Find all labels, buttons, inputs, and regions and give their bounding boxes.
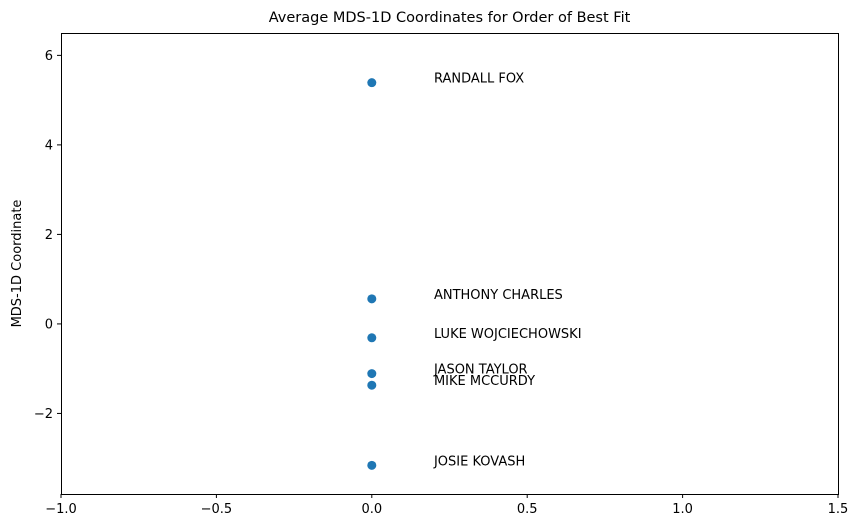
y-tick-label: 0 bbox=[45, 317, 53, 332]
point-label: RANDALL FOX bbox=[434, 72, 524, 87]
data-point bbox=[367, 294, 377, 304]
data-point bbox=[367, 380, 377, 390]
plot-area-frame bbox=[61, 33, 839, 495]
y-tick-label: 4 bbox=[45, 138, 53, 153]
data-point bbox=[367, 78, 377, 88]
x-tick-label: 1.0 bbox=[672, 502, 693, 517]
x-tick-label: 0.0 bbox=[361, 502, 382, 517]
data-point bbox=[367, 369, 377, 379]
y-tick-label: 6 bbox=[45, 49, 53, 64]
point-label: JOSIE KOVASH bbox=[433, 454, 525, 469]
y-tick-label: −2 bbox=[34, 407, 53, 422]
point-annotations: RANDALL FOX ANTHONY CHARLES LUKE WOJCIECHO… bbox=[433, 72, 582, 470]
point-label: MIKE MCCURDY bbox=[434, 374, 535, 389]
point-label: JASON TAYLOR bbox=[433, 363, 528, 378]
y-axis-label: MDS-1D Coordinate bbox=[10, 200, 25, 328]
x-tick-label: −0.5 bbox=[201, 502, 233, 517]
axis-ticks: −1.0 −0.5 0.0 0.5 1.0 1.5 −2 0 2 4 6 bbox=[34, 49, 849, 517]
data-point bbox=[367, 460, 377, 470]
chart-title: Average MDS-1D Coordinates for Order of … bbox=[269, 10, 631, 26]
x-tick-label: 0.5 bbox=[517, 502, 538, 517]
x-tick-label: −1.0 bbox=[45, 502, 77, 517]
data-points bbox=[367, 78, 377, 470]
data-point bbox=[367, 333, 377, 343]
y-tick-label: 2 bbox=[45, 228, 53, 243]
point-label: LUKE WOJCIECHOWSKI bbox=[434, 327, 582, 342]
x-tick-label: 1.5 bbox=[828, 502, 849, 517]
point-label: ANTHONY CHARLES bbox=[434, 288, 563, 303]
